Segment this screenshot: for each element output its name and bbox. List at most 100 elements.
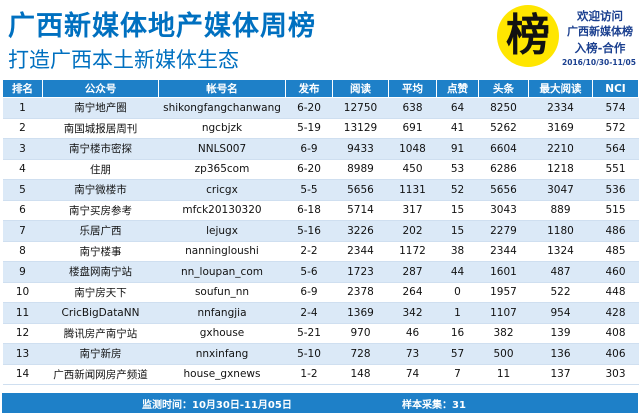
headline-cell: 8250 — [478, 97, 529, 119]
account-id-cell: NNLS007 — [158, 138, 286, 160]
account-name-cell: 楼盘网南宁站 — [42, 261, 159, 283]
headline-cell: 3043 — [478, 200, 529, 221]
nci-cell: 564 — [592, 138, 639, 160]
max-reads-cell: 889 — [528, 200, 593, 221]
promo-line-1: 欢迎访问 — [577, 9, 623, 23]
table-row: 8 南宁楼事 nanningloushi 2-2 2344 1172 38 2344 1324 4… — [2, 241, 639, 262]
max-reads-cell: 136 — [528, 343, 593, 365]
rank-cell: 14 — [2, 364, 43, 385]
reads-cell: 1723 — [332, 261, 389, 283]
account-id-cell: gxhouse — [158, 323, 286, 344]
account-id-cell: shikongfangchanwang — [158, 97, 286, 119]
account-name-cell: 南国城报居周刊 — [42, 118, 159, 139]
ranking-badge: 榜 — [497, 5, 559, 67]
column-header: 排名 — [2, 79, 43, 98]
headline-cell: 1601 — [478, 261, 529, 283]
posts-cell: 5-10 — [285, 343, 333, 365]
likes-cell: 52 — [436, 179, 479, 201]
average-cell: 1048 — [388, 138, 437, 160]
posts-cell: 6-18 — [285, 200, 333, 221]
table-row: 1 南宁地产圈 shikongfangchanwang 6-20 12750 638 64 8… — [2, 97, 639, 119]
column-header: 公众号 — [42, 79, 159, 98]
posts-cell: 1-2 — [285, 364, 333, 385]
posts-cell: 6-9 — [285, 138, 333, 160]
account-name-cell: CricBigDataNN — [42, 302, 159, 324]
reads-cell: 12750 — [332, 97, 389, 119]
reads-cell: 2378 — [332, 282, 389, 303]
rank-cell: 11 — [2, 302, 43, 324]
average-cell: 1131 — [388, 179, 437, 201]
headline-cell: 1107 — [478, 302, 529, 324]
reads-cell: 3226 — [332, 220, 389, 242]
ranking-table: 排名 公众号 帐号名 发布 阅读 平均 点赞 头条 最大阅读 NCI 1 南宁地产圈 shikongf… — [2, 79, 639, 385]
likes-cell: 15 — [436, 220, 479, 242]
average-cell: 638 — [388, 97, 437, 119]
headline-cell: 6604 — [478, 138, 529, 160]
column-header: 最大阅读 — [528, 79, 593, 98]
nci-cell: 551 — [592, 159, 639, 180]
average-cell: 317 — [388, 200, 437, 221]
footer-bar: 监测时间：10月30日-11月05日 样本采集：31 — [2, 393, 638, 413]
table-row: 7 乐居广西 lejugx 5-16 3226 202 15 2279 1180 486 — [2, 220, 639, 242]
table-row: 10 南宁房天下 soufun_nn 6-9 2378 264 0 1957 522 448 — [2, 282, 639, 303]
posts-cell: 5-6 — [285, 261, 333, 283]
max-reads-cell: 2334 — [528, 97, 593, 119]
max-reads-cell: 139 — [528, 323, 593, 344]
posts-cell: 5-21 — [285, 323, 333, 344]
likes-cell: 53 — [436, 159, 479, 180]
likes-cell: 0 — [436, 282, 479, 303]
average-cell: 202 — [388, 220, 437, 242]
max-reads-cell: 3047 — [528, 179, 593, 201]
account-name-cell: 南宁买房参考 — [42, 200, 159, 221]
rank-cell: 2 — [2, 118, 43, 139]
account-id-cell: soufun_nn — [158, 282, 286, 303]
nci-cell: 486 — [592, 220, 639, 242]
page-header: 广西新媒体地产媒体周榜 打造广西本土新媒体生态 榜 欢迎访问 广西新媒体榜 入榜… — [0, 0, 640, 78]
account-name-cell: 南宁新房 — [42, 343, 159, 365]
max-reads-cell: 2210 — [528, 138, 593, 160]
account-id-cell: nnxinfang — [158, 343, 286, 365]
table-row: 4 住朋 zp365com 6-20 8989 450 53 6286 1218 551 — [2, 159, 639, 180]
average-cell: 691 — [388, 118, 437, 139]
table-row: 5 南宁微楼市 cricgx 5-5 5656 1131 52 5656 3047 536 — [2, 179, 639, 201]
reads-cell: 5656 — [332, 179, 389, 201]
likes-cell: 44 — [436, 261, 479, 283]
reads-cell: 1369 — [332, 302, 389, 324]
table-row: 6 南宁买房参考 mfck20130320 6-18 5714 317 15 3043 889 5… — [2, 200, 639, 221]
rank-cell: 12 — [2, 323, 43, 344]
promo-text: 欢迎访问 广西新媒体榜 入榜-合作 — [562, 8, 638, 56]
account-id-cell: cricgx — [158, 179, 286, 201]
rank-cell: 3 — [2, 138, 43, 160]
table-row: 11 CricBigDataNN nnfangjia 2-4 1369 342 1 1107 9… — [2, 302, 639, 324]
reads-cell: 728 — [332, 343, 389, 365]
column-header: 点赞 — [436, 79, 479, 98]
headline-cell: 5656 — [478, 179, 529, 201]
nci-cell: 428 — [592, 302, 639, 324]
max-reads-cell: 3169 — [528, 118, 593, 139]
max-reads-cell: 137 — [528, 364, 593, 385]
rank-cell: 7 — [2, 220, 43, 242]
nci-cell: 536 — [592, 179, 639, 201]
headline-cell: 5262 — [478, 118, 529, 139]
sample-count: 样本采集：31 — [402, 400, 466, 411]
rank-cell: 6 — [2, 200, 43, 221]
reads-cell: 8989 — [332, 159, 389, 180]
account-name-cell: 南宁房天下 — [42, 282, 159, 303]
account-name-cell: 乐居广西 — [42, 220, 159, 242]
posts-cell: 6-20 — [285, 97, 333, 119]
account-id-cell: nanningloushi — [158, 241, 286, 262]
account-id-cell: nnfangjia — [158, 302, 286, 324]
promo-line-2: 广西新媒体榜 — [567, 25, 633, 38]
column-header: 帐号名 — [158, 79, 286, 98]
max-reads-cell: 1180 — [528, 220, 593, 242]
posts-cell: 5-5 — [285, 179, 333, 201]
headline-cell: 6286 — [478, 159, 529, 180]
headline-cell: 11 — [478, 364, 529, 385]
account-name-cell: 南宁楼事 — [42, 241, 159, 262]
max-reads-cell: 954 — [528, 302, 593, 324]
column-header: 平均 — [388, 79, 437, 98]
ranking-badge-char: 榜 — [506, 10, 550, 61]
monitoring-period: 监测时间：10月30日-11月05日 — [142, 400, 292, 411]
likes-cell: 91 — [436, 138, 479, 160]
posts-cell: 6-20 — [285, 159, 333, 180]
